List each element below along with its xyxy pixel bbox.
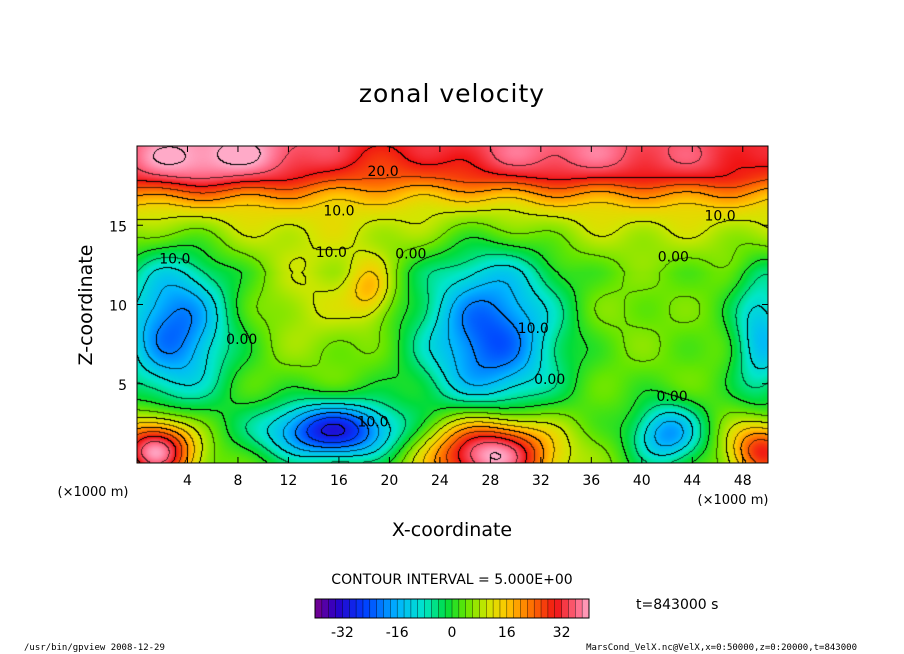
colorbar-cell — [356, 599, 364, 618]
x-axis-ticks: 4 8 12 16 20 24 28 32 36 40 44 48 — [183, 146, 752, 489]
plot-area: 20.0 10.0 10.0 10.0 10.0 0.00 0.00 0.00 10.0 0.00… — [109, 145, 769, 489]
colorbar-cell — [335, 599, 343, 618]
colorbar-cell — [315, 599, 323, 618]
colorbar-cell — [404, 599, 412, 618]
colorbar-tick-label: 16 — [498, 625, 516, 641]
x-tick-label: 48 — [734, 473, 752, 489]
contour-label: 0.00 — [226, 332, 257, 348]
colorbar-cell — [547, 599, 556, 618]
colorbar-cell — [383, 599, 391, 618]
chart-title: zonal velocity — [359, 79, 545, 108]
contour-label: 0.00 — [657, 389, 688, 405]
colorbar-cell — [568, 599, 576, 618]
colorbar-cell — [486, 599, 494, 618]
colorbar-ticks: -32 -16 0 16 32 — [331, 625, 571, 641]
contour-label: 10.0 — [159, 251, 190, 267]
y-tick-label: 5 — [118, 378, 127, 394]
colorbar-frame — [314, 598, 590, 619]
contour-label: 10.0 — [704, 208, 735, 224]
colorbar-cell — [342, 599, 350, 618]
x-tick-label: 12 — [280, 473, 298, 489]
colorbar-cell — [349, 599, 357, 618]
colorbar-cell — [534, 599, 542, 618]
colorbar-cell — [499, 599, 508, 618]
x-tick-label: 44 — [683, 473, 701, 489]
contour-label: 10.0 — [518, 321, 549, 337]
colorbar-cell — [328, 599, 336, 618]
colorbar-cell — [362, 599, 371, 618]
colorbar-cell — [431, 599, 439, 618]
y-axis-title: Z-coordinate — [75, 245, 97, 366]
x-axis-title: X-coordinate — [392, 519, 512, 541]
x-tick-label: 32 — [532, 473, 550, 489]
colorbar-cell — [520, 599, 528, 618]
colorbar-cell — [397, 599, 405, 618]
x-tick-label: 36 — [582, 473, 600, 489]
footer-left: /usr/bin/gpview 2008-12-29 — [24, 643, 165, 653]
y-tick-label: 15 — [109, 219, 127, 235]
colorbar-cell — [445, 599, 453, 618]
colorbar-cell — [506, 599, 515, 618]
colorbar-cell — [452, 599, 460, 618]
colorbar-cell — [582, 599, 590, 618]
colorbar-tick-label: 0 — [448, 625, 457, 641]
y-tick-label: 10 — [109, 299, 127, 315]
colorbar-cell — [390, 599, 398, 618]
x-axis-unit-left: (×1000 m) — [58, 485, 129, 500]
colorbar-cell — [575, 599, 583, 618]
colorbar-cell — [561, 599, 569, 618]
colorbar-cell — [424, 599, 432, 618]
x-tick-label: 8 — [233, 473, 242, 489]
colorbar-cell — [541, 599, 549, 618]
x-tick-label: 24 — [431, 473, 449, 489]
colorbar-cell — [369, 599, 378, 618]
colorbar-cell — [527, 599, 535, 618]
contour-interval-label: CONTOUR INTERVAL = 5.000E+00 — [331, 572, 572, 588]
x-tick-label: 40 — [633, 473, 651, 489]
velocity-field-heatmap — [137, 146, 768, 463]
colorbar-tick-label: -16 — [386, 625, 409, 641]
x-tick-label: 4 — [183, 473, 192, 489]
colorbar-tick-label: -32 — [331, 625, 354, 641]
x-tick-label: 20 — [380, 473, 398, 489]
colorbar-cell — [417, 599, 425, 618]
colorbar-cell — [458, 599, 467, 618]
contour-labels: 20.0 10.0 10.0 10.0 10.0 0.00 0.00 0.00 10.0 0.00… — [159, 164, 735, 430]
colorbar: -32 -16 0 16 32 — [314, 598, 590, 641]
colorbar-cell — [513, 599, 521, 618]
colorbar-cell — [465, 599, 473, 618]
y-axis-ticks: 5 10 15 — [109, 219, 768, 394]
colorbar-cell — [438, 599, 446, 618]
footer-right: MarsCond_VelX.nc@VelX,x=0:50000,z=0:2000… — [586, 643, 857, 653]
colorbar-cell — [554, 599, 562, 618]
contour-label: 0.00 — [395, 247, 426, 263]
colorbar-cell — [493, 599, 501, 618]
contour-label: 20.0 — [368, 164, 399, 180]
contour-label: 0.00 — [534, 372, 565, 388]
contour-label: 10.0 — [323, 204, 354, 220]
contour-label: 0.00 — [658, 250, 689, 266]
time-label: t=843000 s — [636, 597, 718, 613]
x-tick-label: 16 — [330, 473, 348, 489]
colorbar-cell — [376, 599, 384, 618]
colorbar-cell — [410, 599, 419, 618]
colorbar-cell — [472, 599, 480, 618]
colorbar-cell — [321, 599, 330, 618]
colorbar-cells — [314, 599, 590, 618]
contour-label: 10.0 — [316, 245, 347, 261]
x-tick-label: 28 — [481, 473, 499, 489]
colorbar-tick-label: 32 — [553, 625, 571, 641]
colorbar-cell — [479, 599, 487, 618]
contour-label: 10.0 — [357, 415, 388, 431]
x-axis-unit-right: (×1000 m) — [698, 493, 769, 508]
